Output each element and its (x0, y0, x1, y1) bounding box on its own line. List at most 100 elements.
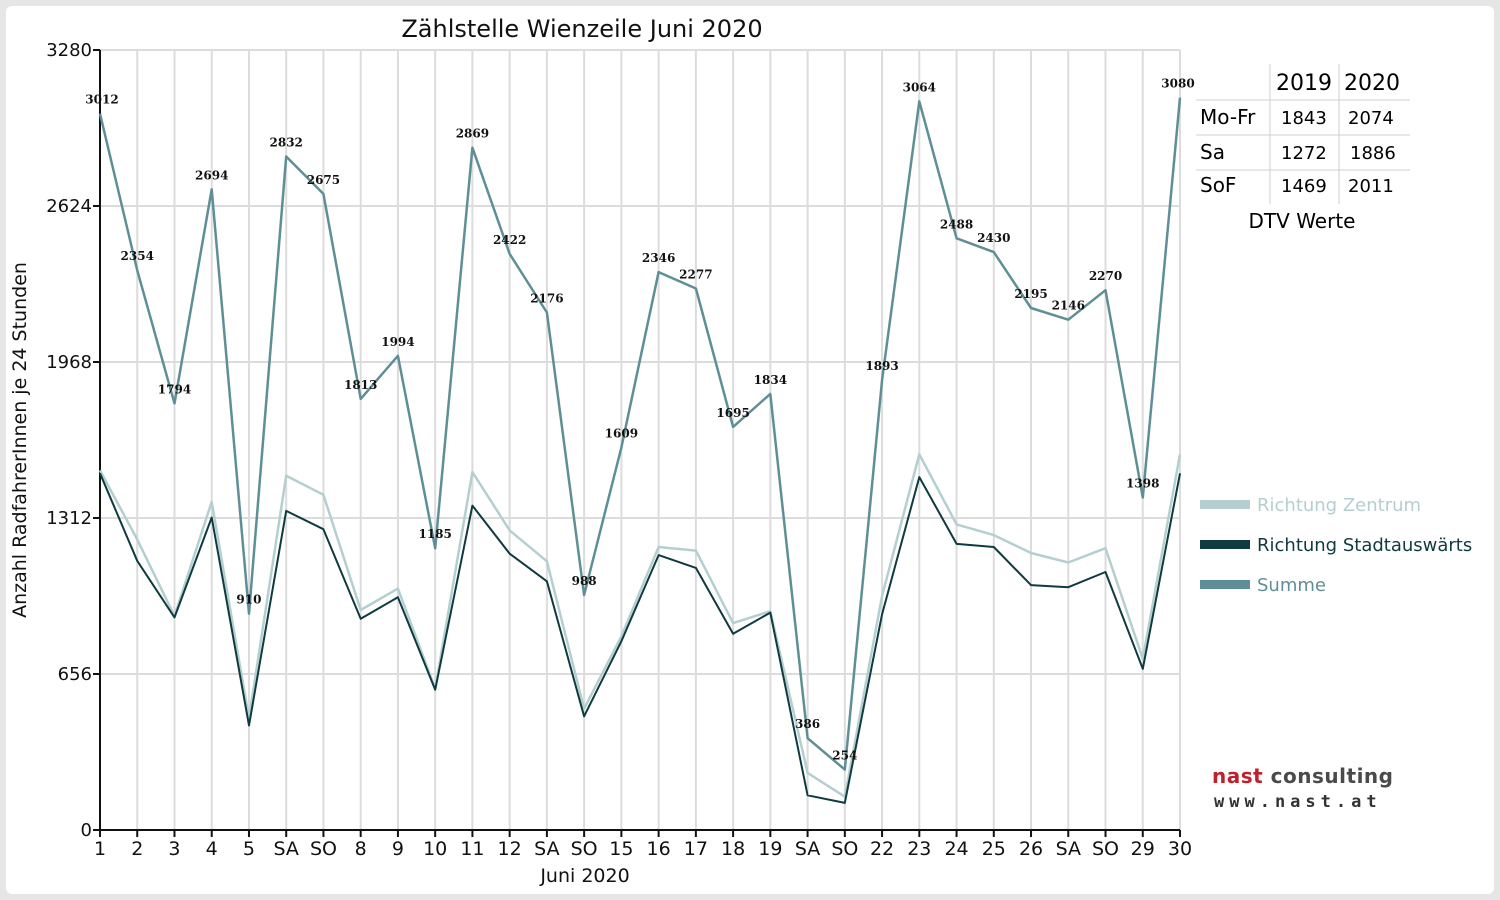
x-tick-label: 23 (907, 838, 931, 860)
data-label: 386 (795, 717, 820, 731)
dtv-cell: 2011 (1348, 176, 1394, 197)
x-tick-label: 2 (131, 838, 143, 860)
x-tick-label: 9 (392, 838, 404, 860)
dtv-cell: 1843 (1281, 108, 1327, 129)
grid (99, 49, 1181, 831)
x-axis-label: Juni 2020 (539, 865, 629, 887)
y-tick-label: 1968 (46, 352, 92, 373)
nast-consulting-logo: nast consulting www.nast.at (1200, 750, 1443, 825)
y-axis-ticks: 0 656 1312 1968 2624 3280 (46, 40, 100, 841)
x-tick-label: 11 (460, 838, 484, 860)
x-tick-label: 29 (1131, 838, 1155, 860)
logo-brand: nast consulting (1212, 764, 1393, 788)
data-label: 254 (832, 749, 857, 763)
data-label: 2346 (642, 251, 675, 265)
x-tick-label: SO (1092, 838, 1119, 860)
data-label: 2869 (456, 127, 489, 141)
dtv-table: 2019 2020 Mo-Fr 1843 2074 Sa 1272 1886 S… (1196, 64, 1410, 233)
dtv-header-2019: 2019 (1276, 71, 1332, 96)
legend-swatch-zentrum (1200, 500, 1250, 509)
dtv-cell: 1469 (1281, 176, 1327, 197)
y-tick-label: 656 (58, 664, 92, 685)
logo-url: www.nast.at (1214, 792, 1382, 812)
data-label: 1695 (716, 406, 749, 420)
data-label: 2675 (307, 173, 340, 187)
chart-panel (6, 6, 1494, 894)
legend: Richtung Zentrum Richtung Stadtauswärts … (1200, 495, 1472, 596)
legend-label-zentrum: Richtung Zentrum (1257, 495, 1421, 516)
logo-word-consulting: consulting (1270, 764, 1394, 788)
x-tick-label: SO (310, 838, 337, 860)
x-tick-label: 19 (758, 838, 782, 860)
x-axis-ticks: 1 2 3 4 5 SA SO 8 9 10 11 12 SA SO 15 16 17 18 19 SA SO 22 23 2… (94, 830, 1192, 860)
data-label: 3080 (1161, 77, 1194, 91)
x-tick-label: SA (795, 838, 820, 860)
data-label: 1794 (158, 382, 191, 396)
series-line-richtung-zentrum (98, 453, 1182, 798)
legend-label-stadtauswaerts: Richtung Stadtauswärts (1257, 535, 1472, 556)
dtv-header-2020: 2020 (1344, 71, 1400, 96)
y-tick-label: 3280 (46, 40, 92, 61)
dtv-cell: 1886 (1350, 143, 1396, 164)
data-label: 1609 (605, 426, 638, 440)
data-label: 1813 (344, 378, 377, 392)
x-tick-label: 8 (355, 838, 367, 860)
x-tick-label: SO (831, 838, 858, 860)
data-label: 2488 (940, 217, 973, 231)
x-tick-label: 12 (498, 838, 522, 860)
data-label: 2195 (1014, 287, 1047, 301)
x-tick-label: SA (1056, 838, 1081, 860)
data-label: 910 (236, 593, 261, 607)
x-tick-label: 30 (1168, 838, 1192, 860)
x-tick-label: 15 (609, 838, 633, 860)
x-tick-label: 16 (647, 838, 671, 860)
x-tick-label: 3 (168, 838, 180, 860)
x-tick-label: 25 (982, 838, 1006, 860)
x-tick-label: 17 (684, 838, 708, 860)
x-tick-label: SA (273, 838, 298, 860)
chart-title: Zählstelle Wienzeile Juni 2020 (401, 15, 762, 43)
data-label: 2146 (1052, 299, 1085, 313)
y-tick-label: 2624 (46, 196, 92, 217)
legend-swatch-summe (1200, 580, 1250, 589)
x-tick-label: 10 (423, 838, 447, 860)
x-tick-label: SO (571, 838, 598, 860)
x-tick-label: SA (534, 838, 559, 860)
data-label: 2694 (195, 168, 228, 182)
data-label: 2832 (270, 136, 303, 150)
data-label: 2277 (679, 268, 712, 282)
data-label: 1834 (754, 373, 787, 387)
data-label: 2354 (121, 249, 154, 263)
x-tick-label: 26 (1019, 838, 1043, 860)
dtv-caption: DTV Werte (1249, 209, 1356, 233)
data-label: 1994 (381, 335, 414, 349)
data-label: 3012 (85, 93, 118, 107)
dtv-cell: 1272 (1281, 143, 1327, 164)
dtv-row-label: Sa (1200, 140, 1225, 164)
x-tick-label: 1 (94, 838, 106, 860)
data-label: 2422 (493, 233, 526, 247)
data-label: 988 (572, 574, 597, 588)
data-label: 2270 (1089, 269, 1122, 283)
y-tick-label: 0 (81, 820, 92, 841)
data-label: 1893 (865, 359, 898, 373)
data-label: 2430 (977, 231, 1010, 245)
x-tick-label: 18 (721, 838, 745, 860)
axes (94, 50, 1180, 836)
y-tick-label: 1312 (46, 508, 92, 529)
data-label: 2176 (530, 292, 563, 306)
x-tick-label: 24 (944, 838, 968, 860)
dtv-row-label: Mo-Fr (1200, 105, 1256, 129)
y-axis-label: Anzahl RadfahrerInnen je 24 Stunden (9, 262, 31, 618)
series-line-richtung-stadtauswaerts (99, 472, 1181, 804)
x-tick-label: 22 (870, 838, 894, 860)
legend-label-summe: Summe (1257, 575, 1326, 596)
data-label: 3064 (903, 80, 936, 94)
legend-swatch-stadtauswaerts (1200, 540, 1250, 549)
data-label: 1398 (1126, 477, 1159, 491)
dtv-cell: 2074 (1348, 108, 1394, 129)
data-label: 1185 (418, 527, 451, 541)
logo-word-nast: nast (1212, 764, 1264, 788)
data-labels: 3012 2354 1794 2694 910 2832 2675 1813 1994 1185 2… (85, 77, 1194, 763)
